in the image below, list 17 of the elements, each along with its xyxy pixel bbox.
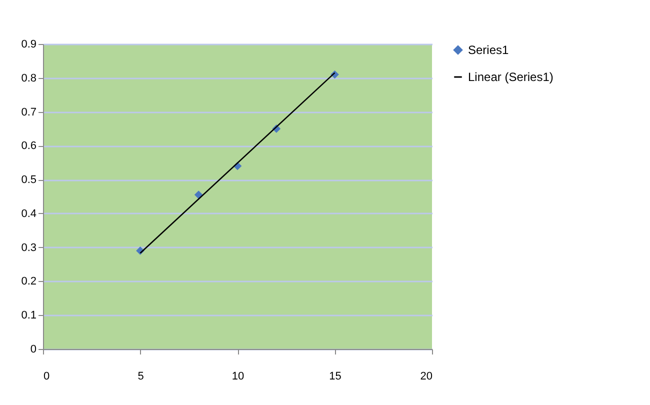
- y-tick-label: 0.8: [21, 72, 36, 84]
- y-tick-label: 0.6: [21, 140, 36, 152]
- x-tick-label: 0: [44, 370, 50, 382]
- y-tick-label: 0.2: [21, 276, 36, 288]
- legend-label: Linear (Series1): [468, 70, 554, 84]
- y-tick-label: 0.5: [21, 174, 36, 186]
- y-tick-label: 0.4: [21, 208, 36, 220]
- y-tick-label: 0: [30, 344, 36, 356]
- y-tick-label: 0.7: [21, 106, 36, 118]
- legend-label: Series1: [468, 43, 510, 57]
- x-tick-label: 15: [329, 370, 342, 382]
- y-tick-label: 0.3: [21, 242, 36, 254]
- x-tick-label: 5: [138, 370, 144, 382]
- x-tick-label: 10: [232, 370, 244, 382]
- y-tick-label: 0.9: [21, 38, 36, 50]
- x-tick-label: 20: [420, 370, 432, 382]
- y-tick-label: 0.1: [21, 310, 36, 322]
